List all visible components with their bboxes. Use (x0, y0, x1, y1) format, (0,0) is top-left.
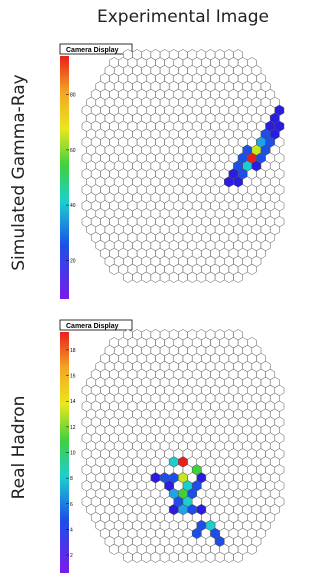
colorbar (60, 56, 69, 299)
panel-label: Real Hadron (9, 396, 29, 500)
camera-pixel (224, 552, 233, 563)
colorbar-tick-label: 10 (70, 451, 76, 457)
camera-pixel (169, 552, 178, 563)
camera-pixel (247, 264, 256, 275)
colorbar-tick-label: 12 (70, 425, 76, 431)
camera-pixel (160, 552, 169, 563)
figure-title: Experimental Image (97, 7, 269, 27)
camera-panel: Real Hadron Camera Display 18 16 14 12 10 8 6 4 2 (9, 320, 284, 573)
colorbar-tick-label: 60 (70, 148, 76, 154)
display-title: Camera Display (66, 47, 119, 54)
camera-pixel (234, 552, 243, 563)
camera-pixel (142, 552, 151, 563)
colorbar-tick-label: 4 (70, 527, 73, 533)
colorbar-tick-label: 14 (70, 399, 76, 405)
camera-pixel (215, 552, 224, 563)
colorbar-tick-label: 2 (70, 553, 73, 559)
camera-pixel (178, 552, 187, 563)
camera-pixel (133, 552, 142, 563)
colorbar-tick-label: 6 (70, 502, 73, 508)
camera-panel: Simulated Gamma-Ray Camera Display 80 60 40 2… (9, 44, 284, 299)
camera-pixel (247, 544, 256, 555)
camera-pixel (151, 552, 160, 563)
figure: Experimental Image Simulated Gamma-Ray Ca… (0, 0, 333, 577)
colorbar-tick-label: 8 (70, 476, 73, 482)
colorbar-tick-label: 20 (70, 258, 76, 264)
camera-pixel (197, 552, 206, 563)
camera-pixel (123, 552, 132, 563)
colorbar-tick-label: 16 (70, 374, 76, 380)
colorbar-tick-label: 40 (70, 203, 76, 209)
camera-pixel (110, 544, 119, 555)
colorbar-tick-label: 18 (70, 348, 76, 354)
display-title: Camera Display (66, 323, 119, 330)
camera-pixel (110, 264, 119, 275)
camera-pixel (206, 552, 215, 563)
panel-label: Simulated Gamma-Ray (9, 74, 29, 271)
camera-pixel (188, 552, 197, 563)
colorbar-tick-label: 80 (70, 93, 76, 99)
